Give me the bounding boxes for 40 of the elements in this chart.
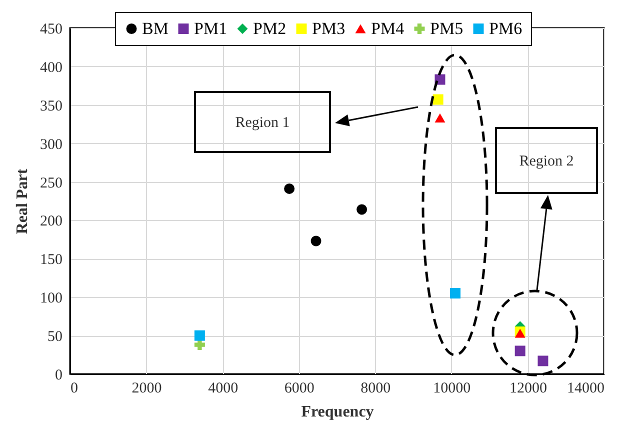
point (514, 346, 526, 356)
y-tick-label: 150 (40, 252, 62, 268)
y-tick-label: 450 (40, 22, 62, 38)
annotation: Region 2 (519, 154, 574, 170)
x-tick-label: 8000 (360, 380, 391, 396)
y-tick-label: 0 (55, 368, 62, 384)
legend-label: PM3 (312, 18, 346, 38)
legend-label: PM6 (489, 18, 522, 38)
legend-label: PM4 (371, 18, 405, 38)
legend-label: PM2 (253, 18, 286, 38)
y-tick-label: 200 (40, 214, 62, 230)
y-tick-label: 400 (40, 60, 62, 76)
y-tick-label: 350 (40, 98, 62, 114)
x-tick-label: 10000 (433, 380, 471, 396)
point (356, 204, 368, 215)
x-tick-label: 4000 (208, 380, 238, 396)
point (284, 183, 295, 194)
y-axis-title: Real Part (14, 168, 31, 234)
point (514, 328, 526, 338)
point (194, 330, 205, 341)
point (538, 356, 548, 366)
point (194, 340, 205, 350)
y-tick-label: 250 (40, 175, 62, 192)
annotation: Region 1 (235, 115, 290, 131)
x-tick-label: 12000 (509, 380, 547, 396)
point (450, 288, 460, 299)
y-tick-label: 50 (48, 329, 62, 346)
legend-label: BM (142, 18, 168, 38)
legend-label: PM5 (430, 18, 464, 38)
point (434, 113, 446, 122)
y-tick-label: 100 (40, 290, 62, 307)
legend-label: PM1 (194, 18, 228, 38)
x-axis-title: Frequency (301, 404, 374, 420)
x-tick-label: 0 (70, 380, 78, 396)
x-tick-label: 14000 (567, 380, 604, 396)
point (432, 94, 444, 105)
point (310, 236, 322, 246)
y-tick-label: 300 (40, 136, 62, 153)
x-tick-label: 2000 (132, 380, 162, 396)
x-tick-label: 6000 (284, 380, 314, 396)
